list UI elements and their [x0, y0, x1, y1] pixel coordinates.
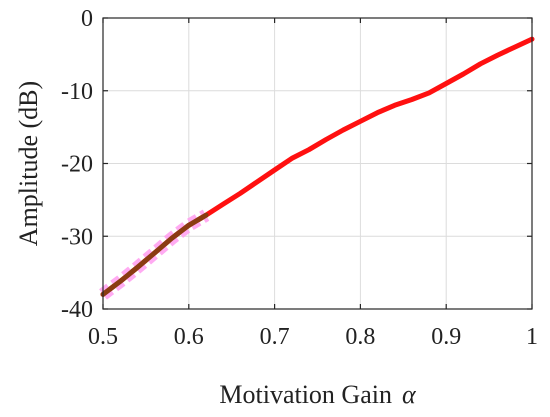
y-axis-ticks: [103, 17, 532, 310]
x-tick-label: 1: [526, 324, 538, 350]
x-tick-label: 0.8: [345, 324, 375, 350]
x-axis-label: Motivation Gain α: [219, 380, 417, 409]
y-tick-label: -40: [61, 297, 93, 323]
x-axis-ticks: [102, 18, 533, 309]
x-tick-label: 0.7: [260, 324, 290, 350]
x-tick-labels: 0.5 0.6 0.7 0.8 0.9 1: [88, 324, 538, 350]
amplitude-series-line: [100, 36, 535, 297]
x-tick-label: 0.5: [88, 324, 118, 350]
y-tick-label: -10: [61, 79, 93, 105]
horizontal-gridlines: [103, 17, 532, 310]
x-tick-label: 0.9: [431, 324, 461, 350]
x-axis-label-symbol: α: [402, 380, 417, 409]
y-tick-labels: 0 -10 -20 -30 -40: [61, 6, 93, 323]
x-tick-label: 0.6: [174, 324, 204, 350]
x-axis-label-text: Motivation Gain: [219, 380, 392, 409]
highlight-series-line: [100, 212, 209, 297]
y-axis-label: Amplitude (dB): [14, 81, 43, 246]
series-layer: [99, 36, 535, 300]
y-tick-label: -30: [61, 224, 93, 250]
y-tick-label: -20: [61, 152, 93, 178]
y-tick-label: 0: [81, 6, 93, 32]
